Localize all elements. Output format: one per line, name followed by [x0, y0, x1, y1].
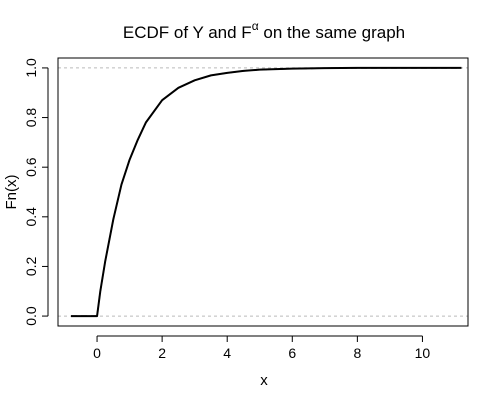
x-axis-label: x	[260, 372, 268, 389]
x-tick-label-4: 8	[353, 345, 361, 361]
chart-title: ECDF of Y and Fα on the same graph	[123, 19, 405, 42]
y-tick-label-0: 0.0	[23, 306, 39, 326]
y-tick-label-4: 0.8	[23, 108, 39, 128]
chart-title-end: on the same graph	[259, 23, 405, 42]
x-tick-label-0: 0	[93, 345, 101, 361]
chart-title-main: ECDF of Y and F	[123, 23, 252, 42]
x-tick-label-2: 4	[223, 345, 231, 361]
x-tick-label-1: 2	[158, 345, 166, 361]
chart-title-superscript: α	[252, 19, 259, 33]
x-tick-label-3: 6	[288, 345, 296, 361]
y-tick-label-3: 0.6	[23, 157, 39, 177]
series-line-dashed	[71, 67, 462, 317]
series-line-solid	[71, 66, 462, 318]
y-axis-label: Fn(x)	[3, 175, 20, 210]
y-tick-label-2: 0.4	[23, 207, 39, 227]
plot-area: 0 2 4 6 8 10 0.0 0.2 0.4 0.6 0.8 1.0	[23, 57, 469, 361]
y-tick-label-5: 1.0	[23, 58, 39, 78]
plot-frame	[57, 57, 469, 327]
y-tick-label-1: 0.2	[23, 257, 39, 277]
x-tick-label-5: 10	[415, 345, 431, 361]
